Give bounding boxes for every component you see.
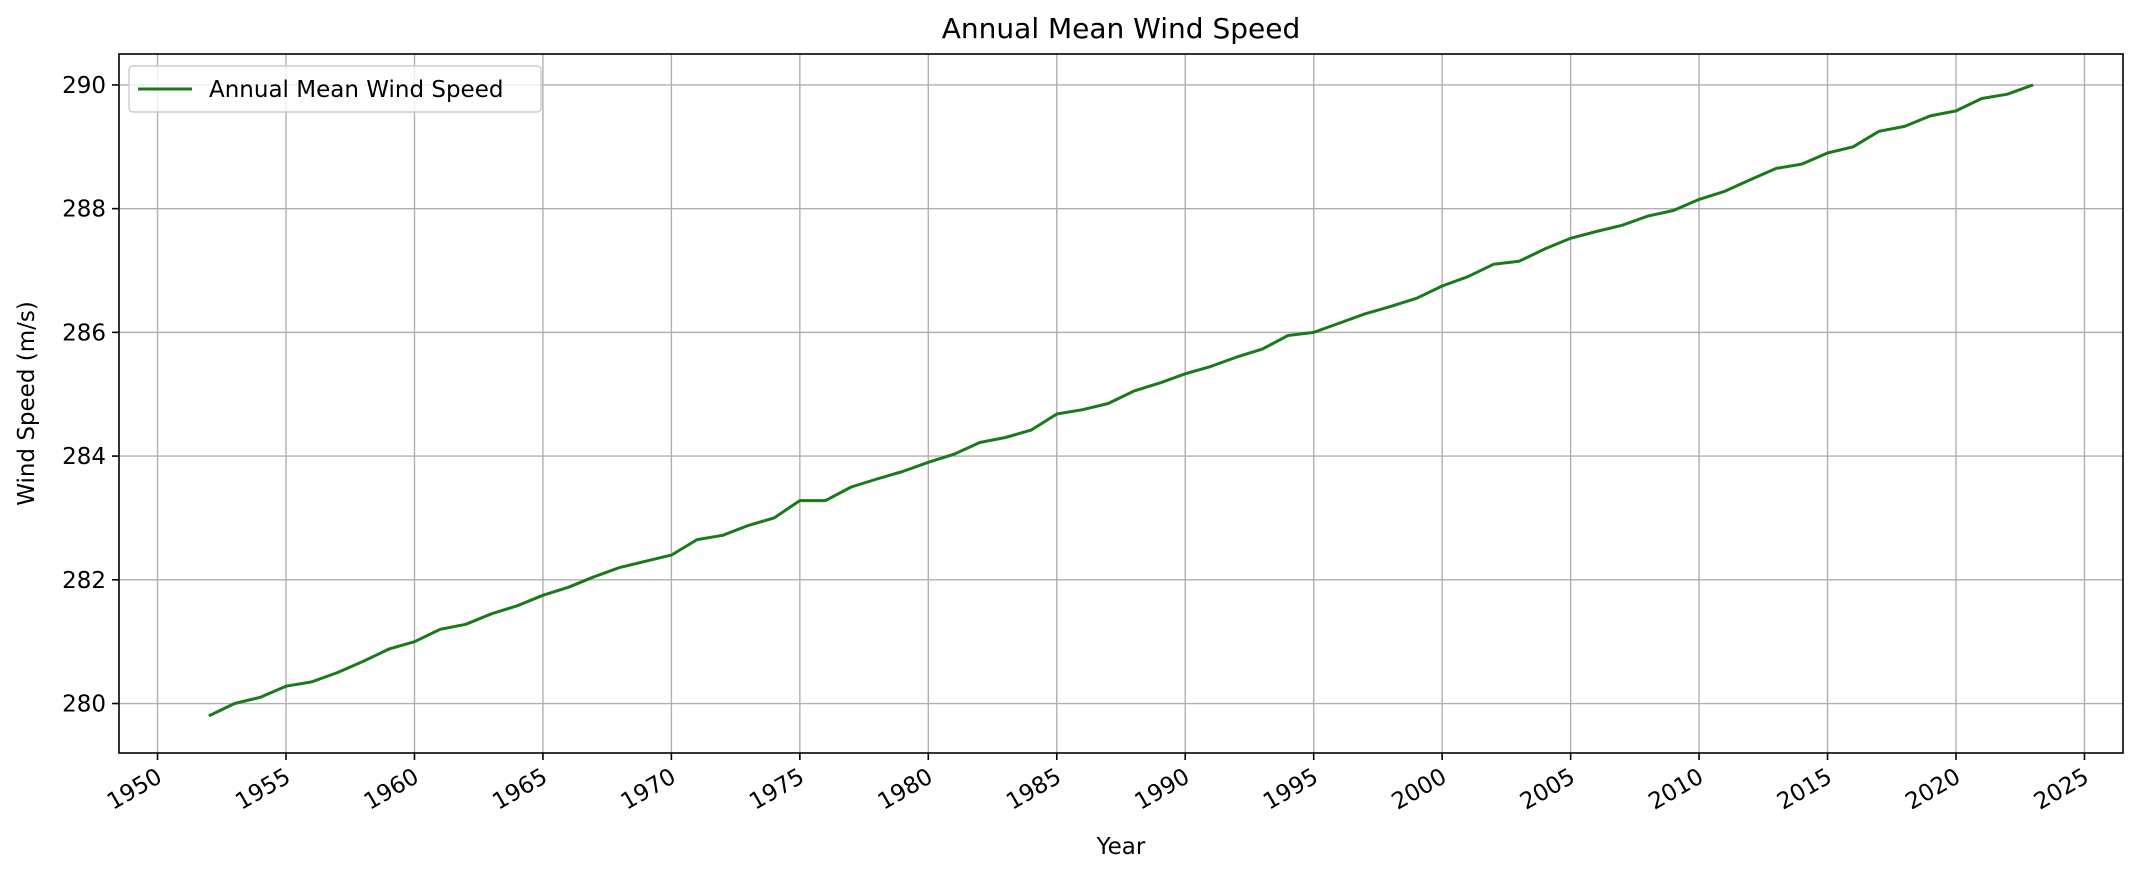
x-tick-label: 2000 [1387,764,1451,816]
y-axis-label: Wind Speed (m/s) [14,301,40,506]
series-line [208,83,2034,718]
chart-title: Annual Mean Wind Speed [942,12,1300,45]
x-tick-label: 1980 [874,764,938,816]
x-axis-label: Year [1096,834,1146,860]
x-tick-label: 1950 [103,764,167,816]
x-tick-label: 1965 [488,764,552,816]
y-tick-label: 288 [62,197,106,223]
y-tick-label: 280 [62,692,106,718]
x-tick-label: 1985 [1002,764,1066,816]
x-tick-label: 2015 [1773,764,1837,816]
x-axis-ticks: 1950 1955 1960 1965 1970 1975 1980 1985 1990 1995… [103,753,2094,816]
y-tick-label: 286 [62,320,106,346]
y-tick-label: 284 [62,444,106,470]
y-tick-label: 282 [62,568,106,594]
x-tick-label: 1955 [231,764,295,816]
x-tick-label: 1960 [360,764,424,816]
y-axis-ticks: 280 282 284 286 288 290 [62,73,119,718]
x-tick-label: 2010 [1644,764,1708,816]
x-tick-label: 2005 [1516,764,1580,816]
x-tick-label: 1970 [617,764,681,816]
plot-frame [118,53,2124,754]
x-tick-label: 2025 [2030,764,2094,816]
legend: Annual Mean Wind Speed [128,65,542,113]
y-tick-label: 290 [62,73,106,99]
series-layer [208,83,2034,718]
x-tick-label: 1975 [745,764,809,816]
grid-lines [119,54,2123,753]
x-tick-label: 1995 [1259,764,1323,816]
x-tick-label: 2020 [1901,764,1965,816]
legend-box [128,65,542,113]
legend-entry-label: Annual Mean Wind Speed [209,77,503,103]
x-tick-label: 1990 [1131,764,1195,816]
